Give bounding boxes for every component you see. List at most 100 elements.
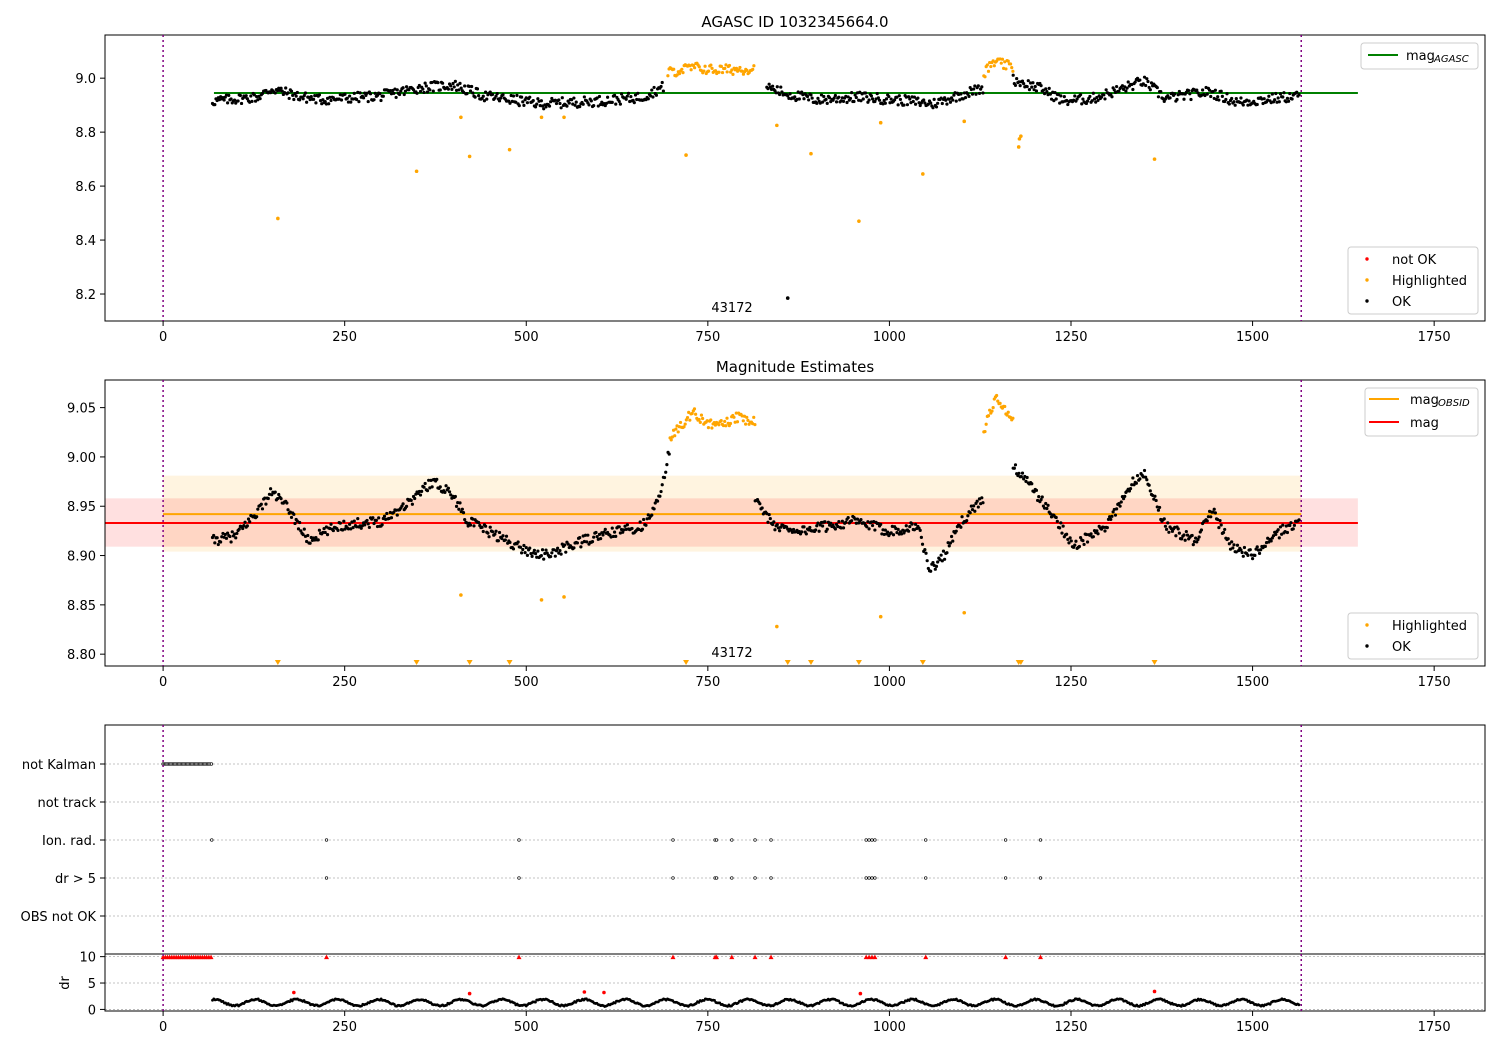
data-point — [1196, 91, 1200, 95]
data-point — [867, 527, 871, 531]
off-scale-marker — [855, 660, 862, 666]
data-point — [488, 90, 492, 94]
data-point — [594, 530, 598, 535]
data-point — [471, 91, 475, 95]
data-point — [778, 529, 782, 533]
legend-marker-ok — [1365, 644, 1369, 648]
data-point — [932, 97, 936, 101]
data-point — [438, 88, 442, 92]
data-point — [597, 94, 602, 99]
data-point — [558, 101, 562, 106]
data-point — [651, 95, 655, 99]
data-point — [292, 97, 296, 102]
data-point — [253, 99, 258, 103]
data-point — [655, 499, 660, 503]
data-point — [1168, 96, 1172, 100]
data-point — [1219, 89, 1223, 93]
data-point — [665, 463, 669, 467]
data-point — [346, 527, 351, 531]
data-point — [321, 530, 325, 535]
data-point — [945, 551, 949, 555]
flag-point — [873, 838, 877, 842]
data-point — [989, 64, 993, 69]
data-point — [358, 524, 362, 528]
data-point — [1097, 94, 1101, 98]
flag-point — [730, 876, 734, 880]
x-tick-label: 250 — [332, 330, 357, 345]
flag-point — [210, 838, 214, 842]
y-tick-label: 5 — [88, 977, 96, 992]
data-point — [855, 517, 860, 521]
data-point — [1089, 532, 1093, 536]
y-tick-label: 8.6 — [75, 180, 96, 195]
data-point — [1069, 539, 1073, 543]
data-point — [1117, 502, 1121, 506]
data-point — [841, 99, 846, 103]
data-point — [1085, 99, 1090, 103]
data-point — [906, 529, 911, 533]
x-tick-label: 1500 — [1236, 675, 1269, 690]
data-point — [227, 93, 231, 97]
data-point — [948, 100, 953, 104]
data-point — [660, 483, 664, 487]
data-point — [313, 94, 317, 98]
data-point — [988, 60, 992, 65]
data-point — [566, 542, 570, 546]
data-point — [380, 523, 384, 527]
legend-label-not-ok: not OK — [1392, 253, 1437, 268]
legend-label-subscript: OBSID — [1438, 398, 1470, 409]
data-point — [424, 84, 428, 88]
data-point — [554, 101, 559, 106]
data-point — [1081, 538, 1085, 543]
data-point — [1219, 523, 1223, 527]
data-point — [535, 102, 539, 106]
data-point — [969, 504, 973, 508]
data-point — [456, 83, 460, 87]
data-point — [804, 532, 808, 536]
data-point — [1037, 495, 1041, 499]
data-point — [523, 551, 527, 555]
data-point — [910, 522, 914, 526]
data-point — [1115, 507, 1119, 511]
flag-label: Ion. rad. — [42, 834, 96, 849]
data-point — [550, 551, 554, 555]
data-point — [1010, 66, 1014, 70]
data-point — [1259, 548, 1263, 552]
data-point — [983, 75, 987, 79]
data-point — [460, 507, 464, 511]
x-tick-label: 1250 — [1054, 1020, 1087, 1035]
data-point — [1090, 99, 1094, 103]
data-point — [1249, 553, 1254, 557]
data-point — [329, 98, 333, 103]
data-point — [339, 98, 344, 102]
data-point — [1146, 79, 1150, 84]
data-point — [802, 525, 806, 529]
data-point — [1188, 92, 1192, 96]
data-point — [522, 103, 526, 107]
dr-panel: 0 250 500 750 1000 1250 1500 1750 0 5 10 dr — [58, 951, 1486, 1035]
legend-marker-not-ok — [1365, 257, 1369, 261]
data-point — [352, 91, 356, 95]
data-point — [975, 499, 979, 503]
data-point — [423, 81, 427, 85]
data-point — [280, 89, 284, 93]
data-point — [501, 534, 505, 538]
data-point — [1292, 523, 1297, 527]
data-point — [973, 509, 977, 513]
x-tick-label: 1750 — [1418, 1020, 1451, 1035]
data-point — [473, 95, 477, 99]
data-point — [976, 505, 980, 509]
data-point — [511, 94, 516, 98]
data-point — [354, 525, 359, 529]
data-point — [1123, 494, 1127, 498]
data-point — [1113, 513, 1118, 517]
data-point — [1134, 481, 1138, 485]
data-point — [483, 90, 488, 94]
data-point — [659, 84, 663, 89]
data-point — [1111, 510, 1115, 514]
data-point — [854, 95, 858, 100]
x-tick-label: 0 — [159, 675, 167, 690]
data-point — [480, 525, 484, 529]
data-point — [1019, 475, 1023, 479]
data-point — [791, 527, 796, 532]
